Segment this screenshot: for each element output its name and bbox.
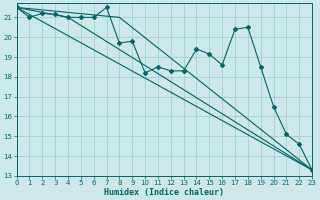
- X-axis label: Humidex (Indice chaleur): Humidex (Indice chaleur): [104, 188, 224, 197]
